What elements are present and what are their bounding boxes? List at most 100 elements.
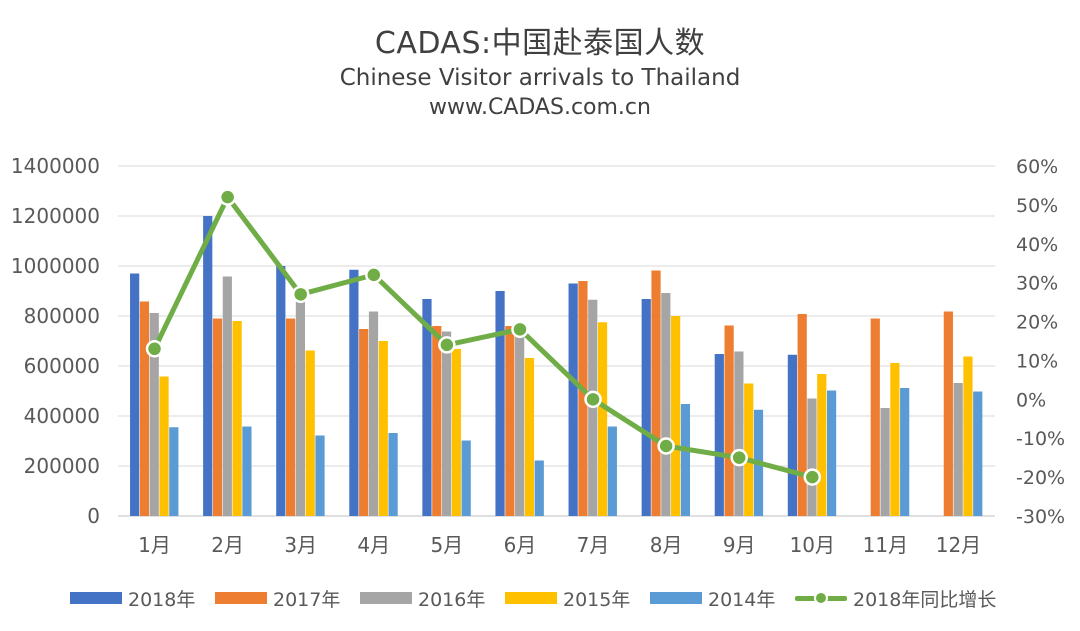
legend-swatch-2017 [215, 592, 267, 604]
chart-plot: 0 200000 400000 600000 800000 1000000 1200000 1… [11, 154, 1065, 557]
legend-item-growth: 2018年同比增长 [795, 584, 996, 612]
y-right-tick-label: 10% [1016, 350, 1058, 372]
legend-item-2016: 2016年 [360, 584, 485, 612]
bar [305, 350, 315, 516]
legend-swatch-2014 [650, 592, 702, 604]
bar [295, 301, 306, 516]
legend-item-2015: 2015年 [505, 584, 630, 612]
bar [368, 311, 379, 516]
bar [495, 291, 505, 516]
x-tick-label: 3月 [284, 533, 317, 557]
x-tick-label: 4月 [357, 533, 390, 557]
legend-line-growth [795, 584, 847, 612]
bar [714, 354, 724, 516]
x-tick-label: 8月 [650, 533, 683, 557]
x-tick-label: 1月 [138, 533, 171, 557]
bar [943, 311, 953, 516]
bar [451, 349, 461, 516]
bar [744, 383, 754, 516]
legend-label-2016: 2016年 [418, 588, 486, 611]
y-right-tick-label: 30% [1016, 273, 1058, 295]
bar [461, 440, 471, 516]
bar [534, 460, 544, 516]
growth-point [291, 285, 310, 304]
bar [870, 318, 880, 516]
bar [315, 435, 325, 516]
growth-point [803, 468, 822, 486]
x-tick-label: 10月 [790, 533, 835, 557]
growth-point [218, 188, 237, 206]
legend-item-2018: 2018年 [70, 584, 195, 612]
growth-point [584, 390, 602, 409]
legend-item-2014: 2014年 [650, 584, 775, 612]
y-left-tick-label: 800000 [24, 304, 100, 328]
bar [388, 433, 398, 516]
bar [203, 216, 213, 516]
bar [159, 376, 169, 516]
bar [973, 391, 983, 516]
bar [139, 301, 150, 516]
bar [524, 358, 535, 516]
legend-label-2014: 2014年 [708, 588, 776, 611]
chart-legend: 2018年 2017年 2016年 2015年 2014年 2018年同比增长 [60, 584, 1060, 612]
chart-subtitle: Chinese Visitor arrivals to Thailand [339, 65, 741, 91]
bar [232, 321, 242, 516]
legend-label-2015: 2015年 [563, 588, 631, 611]
bar [797, 314, 807, 516]
bar [724, 325, 734, 516]
legend-swatch-2018 [70, 592, 122, 604]
y-right-tick-label: -20% [1016, 467, 1065, 489]
bar [597, 322, 608, 516]
x-tick-label: 6月 [504, 533, 537, 557]
bar [432, 326, 442, 516]
y-right-tick-label: 50% [1016, 195, 1058, 217]
bar [641, 299, 651, 516]
bar [568, 283, 578, 516]
legend-label-2017: 2017年 [273, 588, 341, 611]
bar [826, 390, 837, 516]
y-left-tick-label: 1200000 [11, 204, 100, 228]
legend-swatch-2015 [505, 592, 557, 604]
x-tick-label: 11月 [863, 533, 908, 557]
bar [441, 331, 452, 516]
bar [378, 341, 388, 516]
chart-title: CADAS:中国赴泰国人数 [374, 26, 706, 61]
y-left-tick-label: 1400000 [11, 154, 100, 178]
growth-point [730, 448, 748, 467]
bar [505, 326, 515, 516]
bar [734, 351, 744, 516]
bar [787, 354, 797, 516]
legend-label-2018: 2018年 [128, 588, 196, 611]
bar [963, 356, 973, 516]
bar [578, 281, 588, 516]
bar [169, 427, 179, 516]
x-tick-label: 9月 [723, 533, 756, 557]
growth-point [511, 320, 529, 339]
bar [953, 383, 963, 516]
bar [651, 270, 661, 516]
chart-website: www.CADAS.com.cn [429, 95, 651, 120]
bar [807, 398, 817, 516]
y-right-tick-label: 0% [1016, 389, 1046, 411]
x-tick-label: 5月 [431, 533, 464, 557]
x-tick-label: 2月 [211, 533, 244, 557]
bar [671, 316, 681, 516]
bar [359, 329, 369, 516]
x-tick-label: 7月 [577, 533, 610, 557]
y-right-tick-label: 40% [1016, 234, 1058, 256]
x-tick-label: 12月 [936, 533, 981, 557]
bar [607, 426, 617, 516]
bar [242, 426, 252, 516]
bar [900, 388, 910, 516]
y-right-tick-label: -30% [1016, 506, 1065, 528]
y-left-tick-label: 400000 [24, 404, 100, 428]
chart-header: CADAS:中国赴泰国人数 Chinese Visitor arrivals t… [0, 24, 1080, 122]
bar [212, 318, 223, 516]
bar [817, 374, 827, 516]
bar [286, 318, 296, 516]
growth-line [152, 194, 815, 480]
legend-label-growth: 2018年同比增长 [853, 588, 997, 611]
y-left-tick-label: 600000 [24, 354, 100, 378]
y-right-tick-label: -10% [1016, 428, 1065, 450]
bar [680, 404, 691, 516]
